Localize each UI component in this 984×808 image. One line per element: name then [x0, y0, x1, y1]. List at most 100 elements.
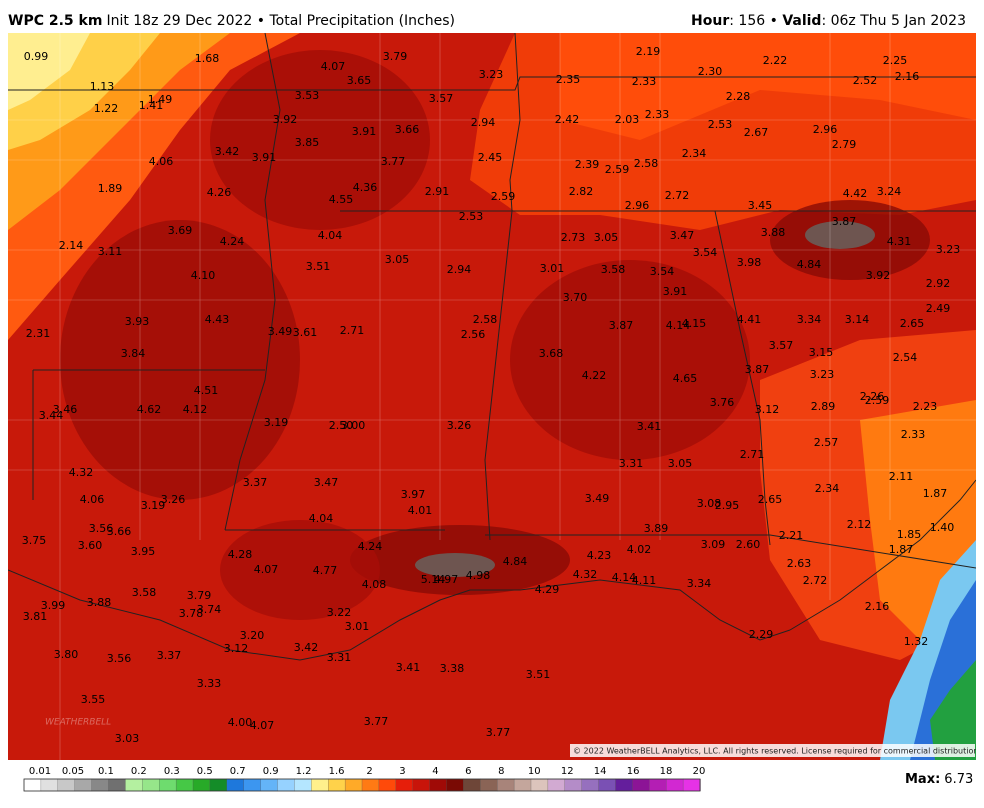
value-label: 2.89	[811, 400, 836, 413]
hour-label: Hour	[691, 13, 729, 29]
value-label: 4.22	[582, 369, 607, 382]
value-label: 3.93	[125, 315, 150, 328]
value-label: 3.97	[401, 488, 426, 501]
value-label: 4.84	[797, 258, 822, 271]
legend-tick-label: 2	[366, 766, 372, 777]
value-label: 3.87	[609, 319, 634, 332]
value-label: 3.56	[89, 522, 114, 535]
legend-swatch	[125, 778, 143, 792]
value-label: 4.55	[329, 193, 354, 206]
value-label: 2.42	[555, 113, 580, 126]
value-label: 2.63	[787, 557, 812, 570]
copyright: © 2022 WeatherBELL Analytics, LLC. All r…	[573, 747, 981, 756]
value-label: 3.23	[479, 68, 504, 81]
value-label: 2.33	[645, 108, 670, 121]
value-label: 4.43	[205, 313, 230, 326]
legend-tick-label: 12	[561, 766, 574, 777]
value-label: 3.85	[295, 136, 320, 149]
value-label: 2.49	[926, 302, 951, 315]
value-label: 2.35	[556, 73, 581, 86]
precip-zone	[930, 660, 976, 760]
value-label: 2.26	[860, 390, 885, 403]
value-label: 3.58	[132, 586, 157, 599]
value-label: 2.50	[329, 419, 354, 432]
value-label: 2.79	[832, 138, 857, 151]
value-label: 2.29	[749, 628, 774, 641]
value-label: 1.13	[90, 80, 115, 93]
value-label: 1.68	[195, 52, 220, 65]
legend-swatch	[175, 778, 194, 792]
legend-tick-label: 4	[432, 766, 438, 777]
value-label: 3.60	[78, 539, 103, 552]
value-label: 4.77	[313, 564, 338, 577]
state-lines	[8, 33, 976, 661]
value-label: 3.42	[294, 641, 319, 654]
legend-swatch	[615, 778, 634, 792]
value-label: 1.22	[94, 102, 119, 115]
value-label: 2.73	[561, 231, 586, 244]
value-label: 3.03	[115, 732, 140, 745]
value-label: 3.34	[687, 577, 712, 590]
value-label: 2.96	[813, 123, 838, 136]
legend-tick-label: 14	[594, 766, 607, 777]
value-label: 4.42	[843, 187, 868, 200]
value-label: 2.65	[900, 317, 925, 330]
value-label: 3.65	[347, 74, 372, 87]
legend-swatch	[328, 778, 346, 792]
value-label: 1.32	[904, 635, 929, 648]
value-labels: 0.99 1.68 4.07 3.79 3.65 3.23 2.35 2.19 2.33 2.30…	[22, 45, 961, 745]
value-label: 2.72	[803, 574, 828, 587]
value-label: 2.34	[815, 482, 840, 495]
legend-swatch	[632, 778, 650, 792]
value-label: 4.26	[207, 186, 232, 199]
value-label: 4.06	[80, 493, 105, 506]
value-label: 4.06	[149, 155, 174, 168]
value-label: 4.07	[321, 60, 346, 73]
value-label: 2.96	[625, 199, 650, 212]
value-label: 3.91	[252, 151, 277, 164]
value-label: 4.15	[682, 317, 707, 330]
precip-zone	[220, 520, 380, 620]
value-label: 3.53	[295, 89, 320, 102]
value-label: 3.80	[54, 648, 79, 661]
legend-swatch	[57, 778, 76, 792]
legend-tick-label: 0.05	[62, 766, 84, 777]
value-label: 3.79	[187, 589, 212, 602]
max-text: Max: 6.73	[905, 772, 973, 787]
value-label: 3.41	[396, 661, 421, 674]
value-label: 2.23	[913, 400, 938, 413]
value-label: 3.76	[710, 396, 735, 409]
value-label: 2.45	[478, 151, 503, 164]
value-label: 3.57	[769, 339, 794, 352]
max-value: 6.73	[944, 772, 973, 787]
legend-tick-label: 18	[660, 766, 673, 777]
legend-swatch	[142, 778, 160, 792]
value-label: 2.22	[763, 54, 788, 67]
value-label: 3.34	[797, 313, 822, 326]
value-label: 4.98	[466, 569, 491, 582]
value-label: 4.31	[887, 235, 912, 248]
value-label: 3.47	[314, 476, 339, 489]
legend-tick-label: 10	[528, 766, 541, 777]
value-label: 3.37	[243, 476, 268, 489]
value-label: 4.97	[434, 573, 459, 586]
value-label: 2.30	[698, 65, 723, 78]
value-label: 4.29	[535, 583, 560, 596]
value-label: 4.07	[250, 719, 275, 732]
value-label: 3.56	[107, 652, 132, 665]
legend-swatch	[294, 778, 312, 792]
value-label: 2.67	[744, 126, 769, 139]
value-label: 2.25	[883, 54, 908, 67]
legend-tick-label: 0.1	[98, 766, 114, 777]
value-label: 3.37	[157, 649, 182, 662]
legend-swatch	[513, 778, 532, 792]
legend-swatch	[598, 778, 617, 792]
value-label: 3.49	[585, 492, 610, 505]
value-label: 3.33	[197, 677, 222, 690]
value-label: 4.65	[673, 372, 698, 385]
value-label: 3.55	[81, 693, 106, 706]
precip-zone	[210, 50, 430, 230]
value-label: 4.24	[358, 540, 383, 553]
model-name: WPC 2.5 km	[8, 13, 102, 29]
value-label: 3.46	[53, 403, 78, 416]
